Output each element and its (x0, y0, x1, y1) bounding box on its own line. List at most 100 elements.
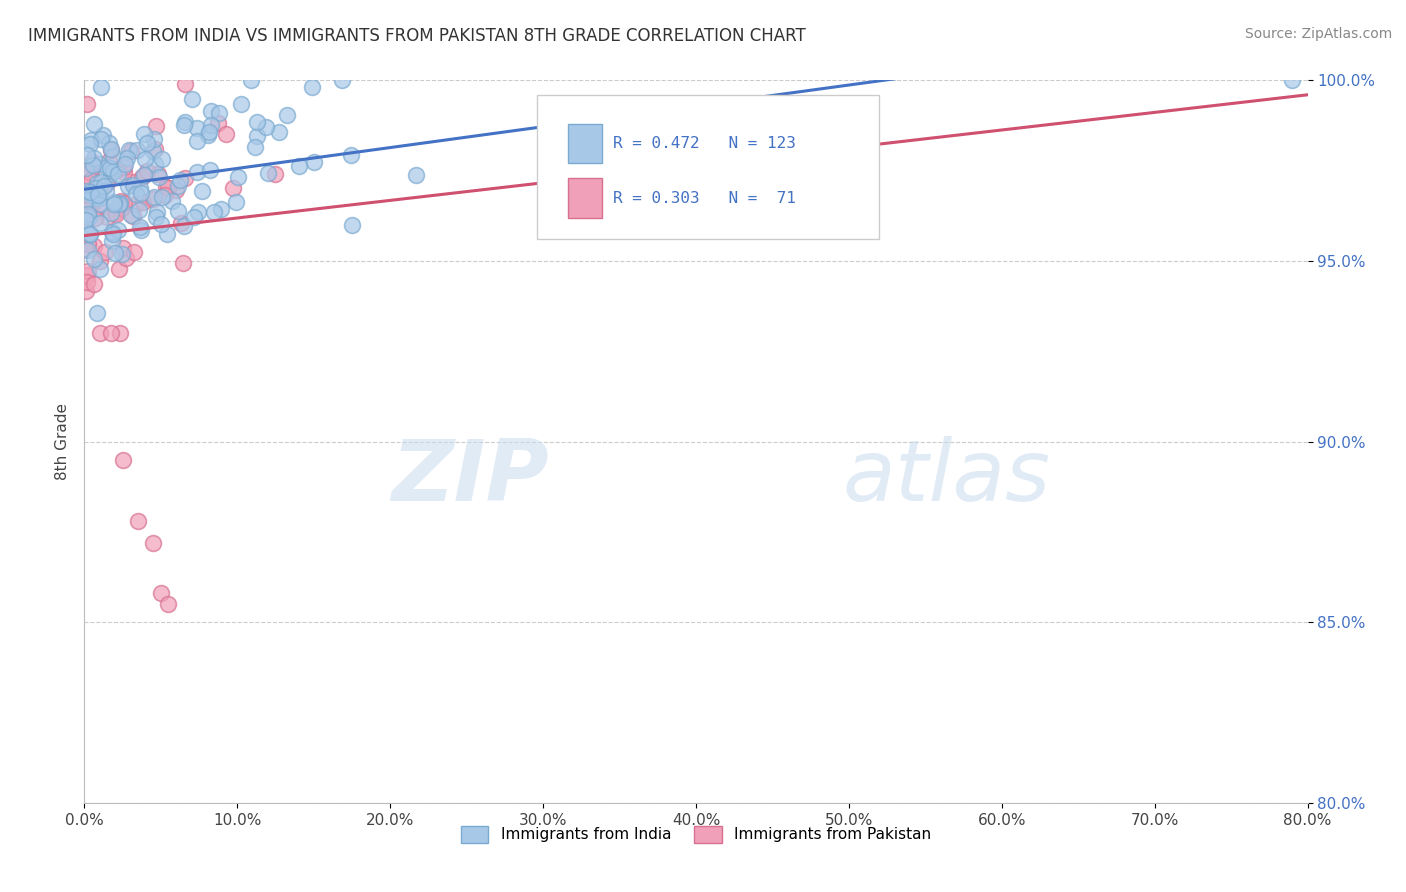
Point (115, 251, 138, 265)
Point (112, 196, 135, 211)
Point (89, 216, 111, 230)
Point (103, 195, 125, 210)
Point (112, 165, 135, 179)
Point (89, 262, 111, 277)
Point (155, 188, 177, 202)
Point (174, 114, 197, 128)
Point (173, 118, 195, 132)
Point (103, 227, 125, 241)
Point (121, 209, 143, 223)
Point (96, 176, 118, 190)
Point (288, 159, 311, 173)
Point (162, 194, 184, 209)
Point (222, 181, 245, 195)
Point (173, 78, 195, 92)
Point (197, 128, 219, 142)
Point (125, 144, 148, 158)
Point (77, 210, 100, 224)
Point (405, 169, 427, 183)
Point (114, 157, 136, 171)
Point (112, 160, 135, 174)
Point (76, 97, 98, 112)
Y-axis label: 8th Grade: 8th Grade (55, 403, 70, 480)
Point (90, 175, 112, 189)
Point (276, 108, 298, 122)
Point (89, 197, 111, 211)
Point (129, 186, 152, 200)
Point (108, 261, 131, 276)
Point (143, 190, 166, 204)
Point (172, 256, 194, 270)
Point (150, 152, 173, 166)
Point (127, 514, 149, 528)
Point (79, 185, 101, 199)
Point (131, 194, 153, 209)
Point (120, 208, 142, 222)
Point (122, 245, 145, 260)
Point (100, 167, 122, 181)
Point (103, 197, 125, 211)
Point (136, 136, 159, 151)
Point (135, 163, 157, 178)
Point (225, 195, 247, 210)
Point (110, 194, 132, 208)
Point (100, 326, 122, 341)
Point (86, 305, 108, 319)
Point (269, 125, 291, 139)
Point (1281, 73, 1303, 87)
Point (122, 178, 145, 192)
Point (89, 326, 111, 341)
Point (82, 188, 104, 202)
Point (157, 597, 180, 611)
Point (104, 245, 127, 260)
Point (115, 152, 138, 166)
Point (340, 147, 363, 161)
Point (150, 190, 173, 204)
Point (90, 199, 112, 213)
Point (254, 120, 277, 134)
Point (75, 161, 97, 176)
Point (129, 220, 152, 235)
Point (150, 217, 173, 231)
Point (240, 73, 263, 87)
Point (107, 223, 129, 237)
Point (82, 158, 104, 172)
Point (98, 154, 121, 169)
Point (143, 132, 166, 146)
Point (207, 116, 229, 130)
Point (187, 205, 209, 219)
Point (111, 242, 134, 256)
Point (200, 118, 222, 132)
Point (101, 225, 124, 239)
Point (156, 227, 179, 241)
Point (104, 207, 127, 221)
Point (83, 252, 105, 267)
Point (75, 212, 97, 227)
Point (200, 103, 222, 118)
Point (84, 181, 107, 195)
Point (76, 264, 98, 278)
Text: atlas: atlas (842, 436, 1050, 519)
Legend: Immigrants from India, Immigrants from Pakistan: Immigrants from India, Immigrants from P… (456, 820, 936, 849)
Point (80, 173, 103, 187)
Bar (568, 124, 602, 163)
Point (90, 79, 112, 94)
Point (76, 275, 98, 289)
Point (83, 239, 105, 253)
Point (146, 167, 169, 181)
Point (89, 191, 111, 205)
Point (100, 143, 122, 157)
Point (120, 144, 142, 158)
Point (186, 121, 208, 136)
Point (128, 202, 150, 217)
Point (77, 207, 100, 221)
Text: Source: ZipAtlas.com: Source: ZipAtlas.com (1244, 27, 1392, 41)
Point (142, 144, 165, 158)
Point (77, 243, 100, 257)
Point (89, 253, 111, 268)
Point (183, 210, 205, 224)
Point (301, 80, 323, 95)
Text: ZIP: ZIP (391, 436, 550, 519)
Point (145, 205, 167, 219)
Point (264, 167, 287, 181)
